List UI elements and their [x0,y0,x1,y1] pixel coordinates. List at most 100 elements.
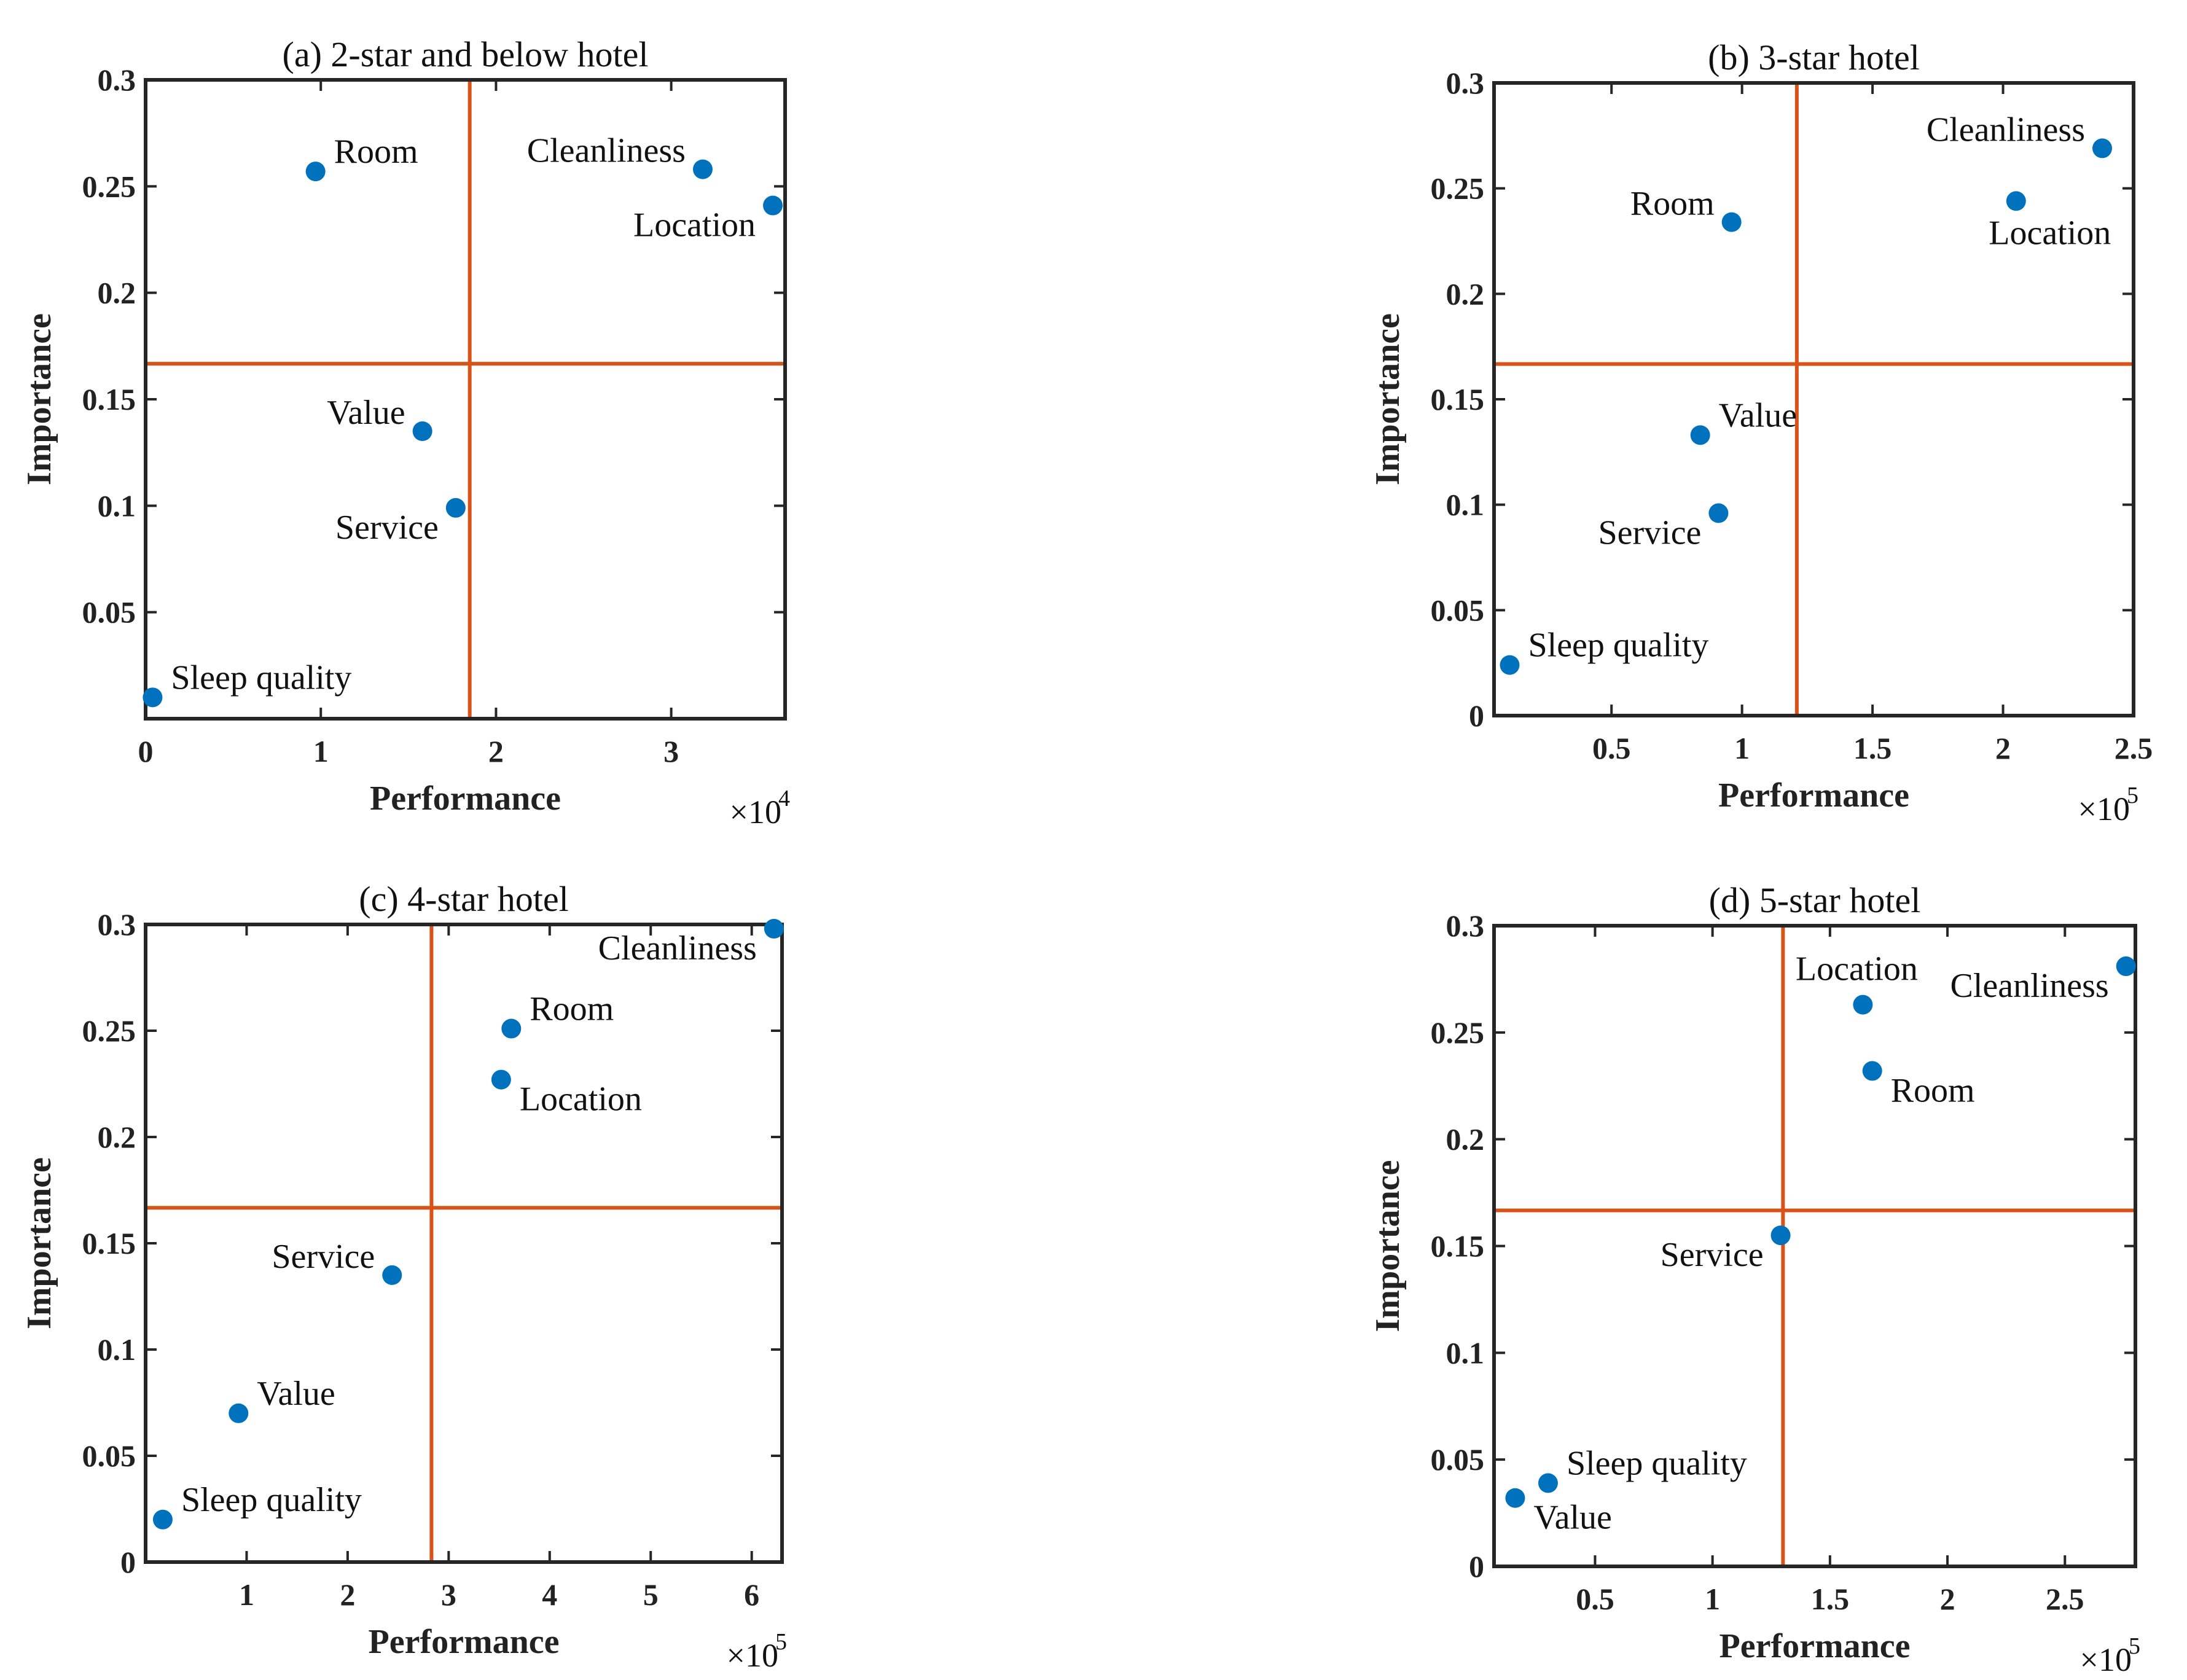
y-tick-label: 0.2 [98,276,136,310]
point-label-service-b: Service [1598,514,1701,552]
y-tick-label: 0.3 [98,907,136,942]
x-tick-label: 1 [1705,1582,1720,1616]
point-location-d [1853,995,1872,1015]
point-cleanliness-c [764,919,784,939]
x-tick-label: 3 [663,734,679,768]
point-label-location-d: Location [1796,950,1918,988]
y-tick-label: 0.15 [82,1226,136,1260]
y-tick-label: 0.2 [1446,1122,1485,1157]
plot-frame-c [146,924,782,1562]
point-cleanliness-d [2116,956,2136,976]
point-label-value-b: Value [1719,396,1798,434]
point-value-d [1505,1488,1525,1508]
point-label-sleep-quality-a: Sleep quality [171,658,351,697]
y-tick-label: 0.15 [82,382,136,416]
point-label-cleanliness-a: Cleanliness [527,132,686,170]
y-tick-label: 0.25 [82,169,136,203]
x-multiplier-exponent-b: 5 [2127,783,2138,808]
point-label-sleep-quality-d: Sleep quality [1567,1444,1747,1482]
point-label-sleep-quality-c: Sleep quality [181,1481,362,1519]
point-label-value-d: Value [1533,1499,1612,1537]
x-tick-label: 0.5 [1592,731,1631,765]
point-label-room-a: Room [334,133,418,171]
point-cleanliness-b [2092,138,2112,158]
point-room-d [1863,1061,1882,1080]
iPA-figure: (a) 2-star and below hotel 0 1 2 3 0.05 0.1 0.1… [0,0,2187,1680]
point-value-c [229,1404,248,1423]
x-tick-label: 0.5 [1576,1582,1614,1616]
y-tick-label: 0.1 [98,488,136,523]
x-tick-label: 1 [313,734,329,768]
x-multiplier-d: ×10 [2080,1641,2132,1678]
x-tick-label: 2 [340,1577,355,1612]
x-axis-label-b: Performance [1718,776,1909,815]
point-sleep-quality-c [153,1510,173,1530]
y-tick-label: 0.1 [1446,1335,1485,1370]
panel-b: (b) 3-star hotel 0.5 1 1.5 2 2.5 0 0.05 0.1 0.15 0… [1369,37,2153,827]
x-tick-label: 2 [488,734,504,768]
y-tick-label: 0.3 [1446,66,1485,100]
point-service-a [446,498,466,518]
y-tick-label: 0 [1469,1549,1484,1584]
x-multiplier-b: ×10 [2078,791,2130,827]
x-tick-label: 6 [744,1577,759,1612]
point-label-service-a: Service [335,509,439,547]
point-label-cleanliness-b: Cleanliness [1927,111,2085,149]
point-room-a [306,162,326,181]
point-label-room-c: Room [530,990,614,1028]
x-multiplier-exponent-d: 5 [2129,1633,2140,1659]
y-tick-label: 0.3 [1446,908,1485,943]
point-label-location-c: Location [520,1080,642,1119]
x-tick-label: 2.5 [2115,731,2153,765]
y-tick-label: 0.15 [1431,382,1485,416]
point-label-sleep-quality-b: Sleep quality [1528,627,1708,665]
x-tick-label: 1.5 [1853,731,1892,765]
x-tick-label: 1 [239,1577,254,1612]
point-sleep-quality-d [1538,1473,1558,1493]
point-label-room-d: Room [1891,1071,1975,1109]
x-tick-label: 2.5 [2046,1582,2084,1616]
point-label-location-b: Location [1989,214,2111,252]
panel-title-a: (a) 2-star and below hotel [283,34,649,74]
y-tick-label: 0.1 [1446,488,1485,522]
plot-frame-a [146,80,785,719]
x-multiplier-a: ×10 [730,794,781,830]
panel-title-b: (b) 3-star hotel [1708,37,1920,77]
point-sleep-quality-b [1500,655,1519,675]
y-tick-label: 0.15 [1431,1229,1485,1264]
x-axis-label-c: Performance [369,1623,560,1661]
x-tick-label: 2 [1995,731,2011,765]
y-tick-label: 0.25 [82,1014,136,1048]
x-tick-label: 3 [441,1577,456,1612]
x-multiplier-c: ×10 [727,1637,778,1674]
y-tick-label: 0.05 [82,595,136,630]
point-location-c [491,1070,511,1090]
y-axis-label-d: Importance [1369,1160,1407,1332]
x-tick-label: 1 [1734,731,1750,765]
y-tick-label: 0.3 [98,63,136,97]
panel-title-d: (d) 5-star hotel [1709,880,1921,920]
point-label-value-a: Value [327,394,405,432]
point-label-cleanliness-c: Cleanliness [598,929,757,967]
y-tick-label: 0.05 [82,1439,136,1473]
x-axis-label-d: Performance [1719,1627,1911,1665]
panel-title-c: (c) 4-star hotel [359,879,568,919]
x-tick-label: 4 [542,1577,557,1612]
point-label-location-a: Location [633,206,756,244]
x-tick-label: 2 [1940,1582,1955,1616]
x-tick-label: 5 [643,1577,659,1612]
point-label-value-c: Value [257,1375,335,1413]
panel-a: (a) 2-star and below hotel 0 1 2 3 0.05 0.1 0.1… [20,34,790,830]
x-tick-label: 1.5 [1811,1582,1850,1616]
point-label-service-d: Service [1661,1236,1764,1274]
x-axis-label-a: Performance [370,779,561,818]
point-value-b [1691,425,1710,445]
y-tick-label: 0.05 [1431,593,1485,627]
y-axis-label-c: Importance [20,1157,58,1329]
y-tick-label: 0.2 [1446,276,1485,311]
point-sleep-quality-a [143,687,162,707]
y-axis-label-b: Importance [1369,313,1407,485]
y-tick-label: 0.25 [1431,171,1485,206]
y-tick-label: 0.2 [98,1120,136,1154]
